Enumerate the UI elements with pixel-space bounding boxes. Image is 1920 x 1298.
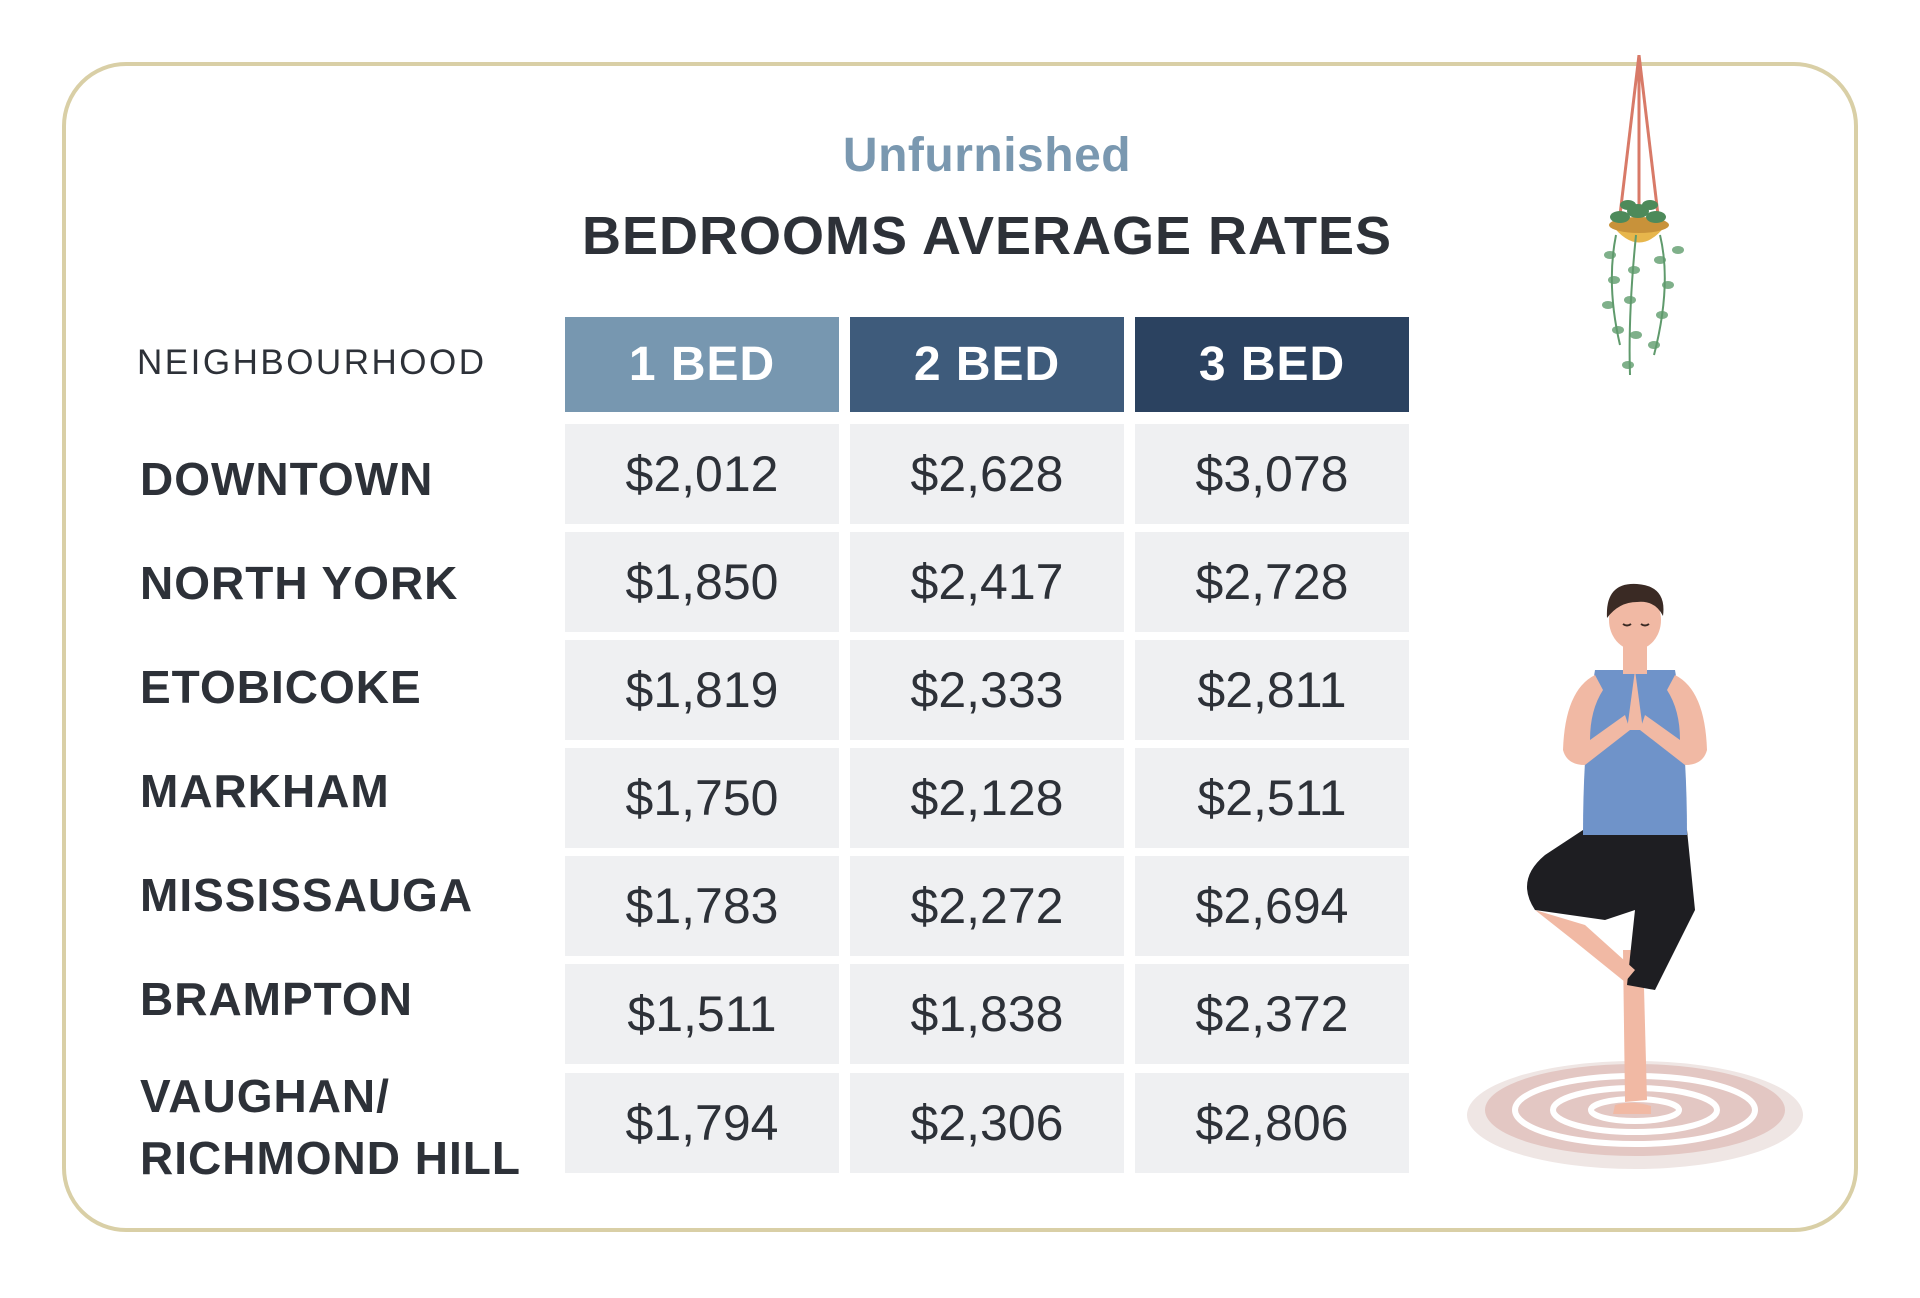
rate-cell: $2,806: [1135, 1073, 1409, 1173]
column-header-1-bed: 1 BED: [565, 317, 839, 412]
rate-cell: $2,012: [565, 424, 839, 524]
hanging-plant-icon: [1602, 55, 1684, 376]
row-label: MISSISSAUGA: [140, 869, 474, 921]
column-header-3-bed: 3 BED: [1135, 317, 1409, 412]
rate-cell: $2,694: [1135, 856, 1409, 956]
rate-cell: $2,372: [1135, 964, 1409, 1064]
row-label: DOWNTOWN: [140, 453, 434, 505]
page-title: BEDROOMS AVERAGE RATES: [581, 206, 1393, 266]
rate-cell: $2,333: [850, 640, 1124, 740]
rate-cell: $2,417: [850, 532, 1124, 632]
neighbourhood-column-header: NEIGHBOURHOOD: [137, 343, 487, 382]
rate-cell: $2,728: [1135, 532, 1409, 632]
rate-cell: $1,850: [565, 532, 839, 632]
rate-cell: $1,783: [565, 856, 839, 956]
yoga-person-icon: [1467, 583, 1803, 1169]
column-header-2-bed: 2 BED: [850, 317, 1124, 412]
rate-cell: $1,750: [565, 748, 839, 848]
rate-cell: $1,511: [565, 964, 839, 1064]
rate-cell: $2,306: [850, 1073, 1124, 1173]
rate-cell: $2,628: [850, 424, 1124, 524]
row-label: NORTH YORK: [140, 557, 459, 609]
rate-cell: $2,128: [850, 748, 1124, 848]
rate-cell: $1,838: [850, 964, 1124, 1064]
subtitle: Unfurnished: [842, 129, 1132, 182]
rate-cell: $2,811: [1135, 640, 1409, 740]
rate-cell: $1,794: [565, 1073, 839, 1173]
rate-cell: $2,272: [850, 856, 1124, 956]
rate-cell: $1,819: [565, 640, 839, 740]
rate-cell: $3,078: [1135, 424, 1409, 524]
row-label: BRAMPTON: [140, 973, 413, 1025]
row-label: ETOBICOKE: [140, 661, 422, 713]
rate-cell: $2,511: [1135, 748, 1409, 848]
row-label: VAUGHAN/ RICHMOND HILL: [140, 1070, 521, 1184]
row-label: MARKHAM: [140, 765, 390, 817]
